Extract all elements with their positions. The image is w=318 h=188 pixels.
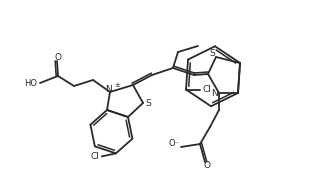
Text: N: N bbox=[211, 89, 218, 98]
Text: O⁻: O⁻ bbox=[169, 139, 179, 149]
Text: O: O bbox=[204, 161, 211, 171]
Text: HO: HO bbox=[24, 79, 38, 87]
Text: Cl: Cl bbox=[203, 85, 211, 94]
Text: S: S bbox=[145, 99, 151, 108]
Text: O: O bbox=[54, 52, 61, 61]
Text: ±: ± bbox=[114, 82, 120, 88]
Text: Cl: Cl bbox=[90, 152, 99, 161]
Text: S: S bbox=[209, 49, 215, 58]
Text: N: N bbox=[106, 86, 112, 95]
